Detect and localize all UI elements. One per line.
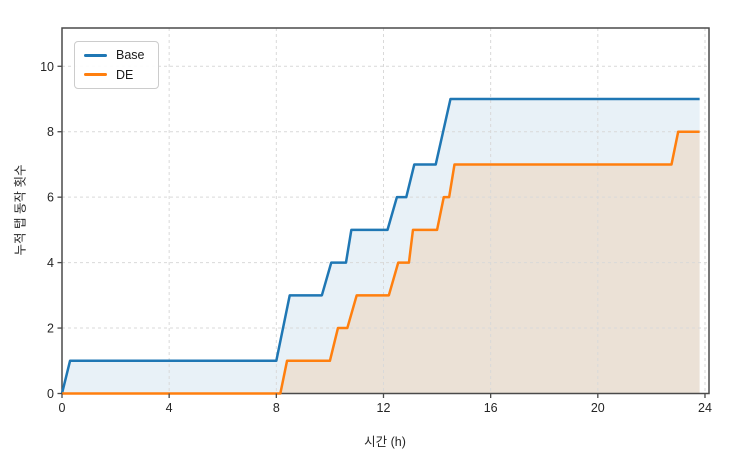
legend-item-base: Base (84, 49, 145, 62)
y-tick-label-8: 8 (47, 125, 54, 139)
y-tick-label-2: 2 (47, 322, 54, 336)
x-tick-label-4: 4 (166, 401, 173, 415)
series-line-de (62, 130, 700, 395)
x-tick-label-0: 0 (59, 401, 66, 415)
y-tick-label-0: 0 (47, 387, 54, 401)
series-line-base (60, 97, 700, 394)
y-tick-label-4: 4 (47, 256, 54, 270)
x-tick-label-8: 8 (273, 401, 280, 415)
axes-spines (61, 27, 710, 395)
x-tick-label-12: 12 (377, 401, 391, 415)
y-tick-label-10: 10 (40, 60, 54, 74)
x-tick-label-24: 24 (698, 401, 712, 415)
legend-label-base: Base (116, 48, 145, 62)
area-fill-base (62, 99, 700, 394)
y-tick-label-6: 6 (47, 191, 54, 205)
area-fill-de (62, 131, 700, 394)
legend-item-de: DE (84, 67, 145, 82)
x-tick-label-20: 20 (591, 401, 605, 415)
legend-label-de: DE (116, 67, 134, 82)
y-axis-label: 누적 탭 동작 횟수 (13, 164, 28, 256)
x-tick-label-16: 16 (484, 401, 498, 415)
legend: Base DE (74, 41, 159, 89)
x-axis-label: 시간 (h) (364, 435, 406, 449)
legend-line-swatch-de (84, 73, 107, 77)
legend-line-swatch-base (84, 53, 107, 57)
